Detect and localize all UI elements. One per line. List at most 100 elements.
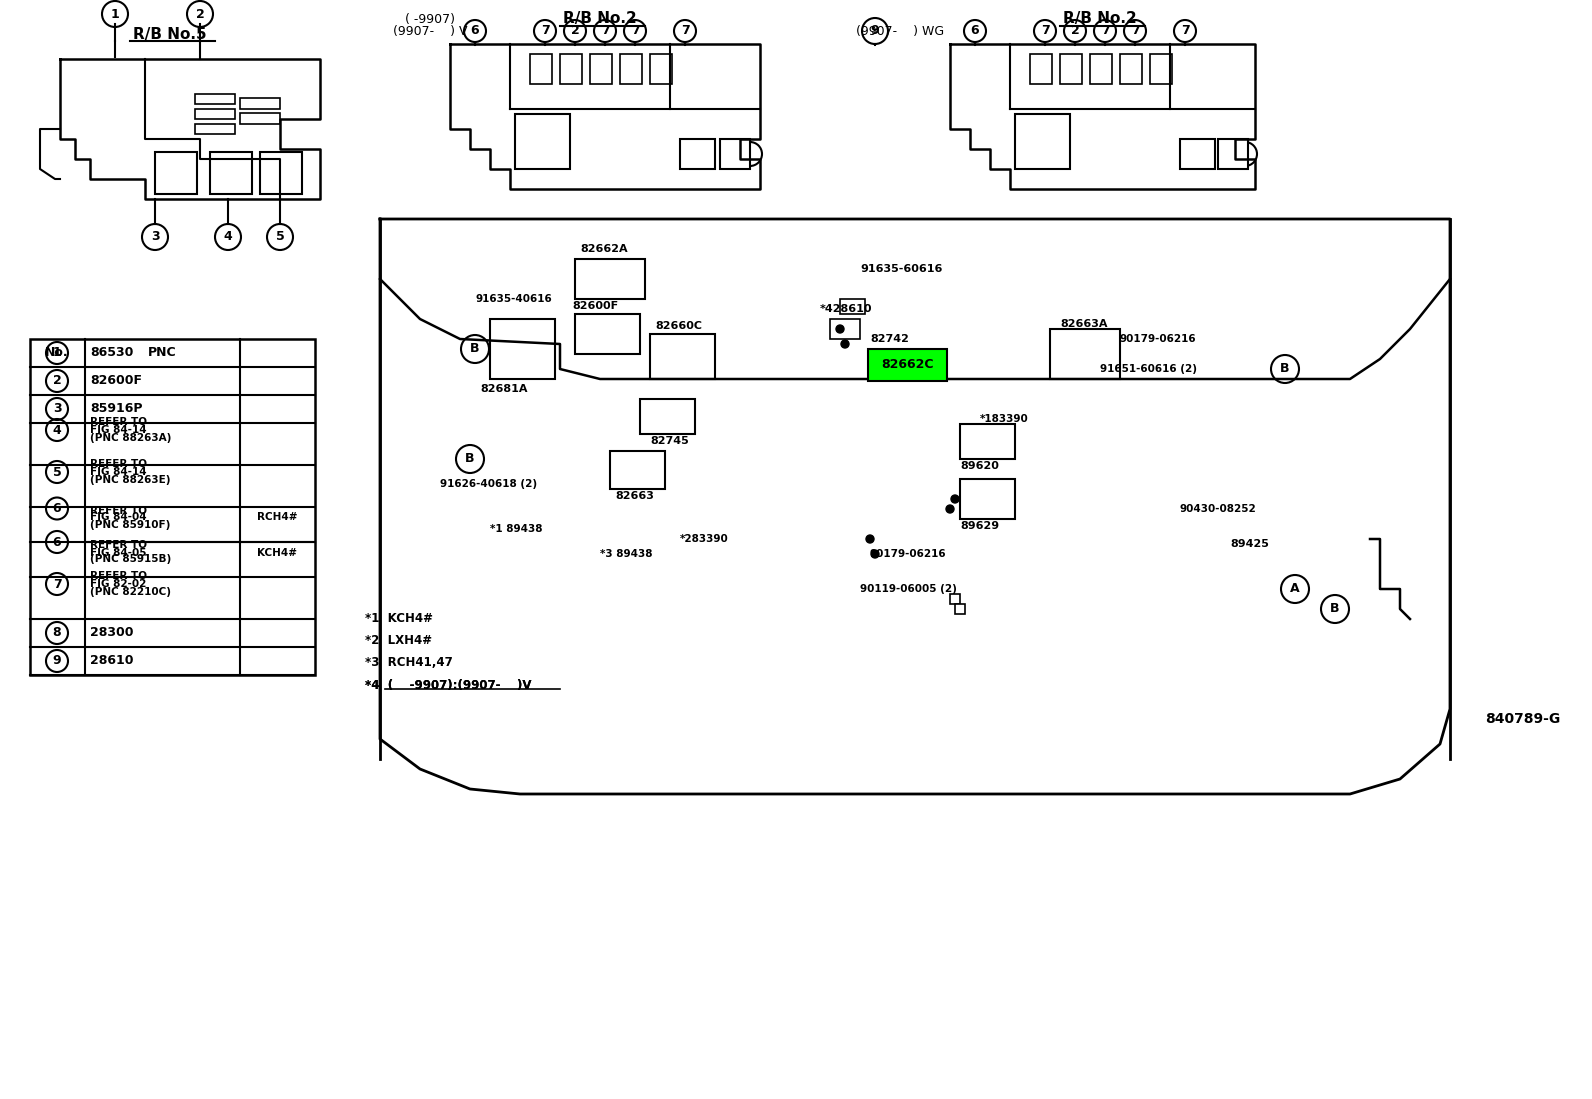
- Text: FIG 84-14: FIG 84-14: [91, 467, 146, 477]
- Text: *2  LXH4#: *2 LXH4#: [365, 634, 431, 647]
- FancyBboxPatch shape: [210, 152, 252, 195]
- Circle shape: [841, 340, 849, 348]
- FancyBboxPatch shape: [514, 114, 570, 169]
- Text: R/B No.2: R/B No.2: [1063, 11, 1137, 26]
- Text: 82660C: 82660C: [654, 321, 702, 331]
- Text: 82745: 82745: [650, 436, 689, 446]
- Text: 2: 2: [570, 24, 579, 37]
- Text: 90179-06216: 90179-06216: [869, 550, 947, 559]
- Text: 89620: 89620: [960, 460, 998, 471]
- FancyBboxPatch shape: [960, 479, 1016, 519]
- FancyBboxPatch shape: [490, 319, 556, 379]
- FancyBboxPatch shape: [619, 54, 642, 84]
- Text: FIG 84-14: FIG 84-14: [91, 425, 146, 435]
- FancyBboxPatch shape: [1060, 54, 1083, 84]
- Text: 7: 7: [1041, 24, 1049, 37]
- Text: 1: 1: [53, 346, 62, 359]
- Text: (PNC 85915B): (PNC 85915B): [91, 555, 172, 565]
- Text: 1: 1: [110, 8, 119, 21]
- Text: 91651-60616 (2): 91651-60616 (2): [1100, 364, 1197, 374]
- Text: 2: 2: [196, 8, 204, 21]
- FancyBboxPatch shape: [960, 424, 1016, 459]
- Text: 6: 6: [471, 24, 479, 37]
- Text: REFER TO: REFER TO: [91, 506, 146, 515]
- Text: 9: 9: [871, 24, 879, 37]
- Text: PNC: PNC: [148, 346, 177, 359]
- Text: No.: No.: [45, 346, 68, 359]
- FancyBboxPatch shape: [591, 54, 611, 84]
- FancyBboxPatch shape: [154, 152, 197, 195]
- Text: 90430-08252: 90430-08252: [1180, 504, 1256, 514]
- Text: 6: 6: [53, 502, 62, 515]
- FancyBboxPatch shape: [194, 95, 236, 104]
- Text: 82742: 82742: [869, 334, 909, 344]
- Text: 7: 7: [681, 24, 689, 37]
- Text: 90179-06216: 90179-06216: [1121, 334, 1197, 344]
- Text: REFER TO: REFER TO: [91, 458, 146, 468]
- Text: 9: 9: [53, 655, 62, 667]
- Text: REFER TO: REFER TO: [91, 570, 146, 580]
- FancyBboxPatch shape: [680, 138, 715, 169]
- Text: 840789-G: 840789-G: [1485, 712, 1560, 726]
- FancyBboxPatch shape: [610, 451, 665, 489]
- Circle shape: [946, 506, 954, 513]
- Text: REFER TO: REFER TO: [91, 417, 146, 426]
- Text: 85916P: 85916P: [91, 402, 143, 415]
- Text: (9907-    ) WG: (9907- ) WG: [856, 25, 944, 38]
- FancyBboxPatch shape: [650, 54, 672, 84]
- Text: *1 89438: *1 89438: [490, 524, 543, 534]
- Text: 7: 7: [541, 24, 549, 37]
- FancyBboxPatch shape: [1091, 54, 1111, 84]
- FancyBboxPatch shape: [720, 138, 750, 169]
- Text: B: B: [1331, 602, 1340, 615]
- FancyBboxPatch shape: [1121, 54, 1141, 84]
- Text: 6: 6: [971, 24, 979, 37]
- Text: 91626-40618 (2): 91626-40618 (2): [439, 479, 537, 489]
- Text: 2: 2: [53, 375, 62, 388]
- Text: *283390: *283390: [680, 534, 729, 544]
- Text: (9907-    ) V: (9907- ) V: [393, 25, 466, 38]
- Text: 82662A: 82662A: [579, 244, 627, 254]
- FancyBboxPatch shape: [240, 98, 280, 109]
- Circle shape: [866, 535, 874, 543]
- Text: B: B: [465, 453, 474, 466]
- FancyBboxPatch shape: [30, 338, 315, 675]
- FancyBboxPatch shape: [560, 54, 583, 84]
- Text: A: A: [1290, 582, 1299, 596]
- Text: 3: 3: [151, 231, 159, 244]
- FancyBboxPatch shape: [1149, 54, 1172, 84]
- Text: 7: 7: [1130, 24, 1140, 37]
- Text: 89629: 89629: [960, 521, 1000, 531]
- FancyBboxPatch shape: [1030, 54, 1052, 84]
- Text: *183390: *183390: [981, 414, 1028, 424]
- Text: 91635-40616: 91635-40616: [474, 295, 552, 304]
- FancyBboxPatch shape: [1016, 114, 1070, 169]
- Text: 28300: 28300: [91, 626, 134, 640]
- Text: *3  RCH41,47: *3 RCH41,47: [365, 656, 452, 669]
- Text: *428610: *428610: [820, 304, 872, 314]
- Text: 82663: 82663: [615, 491, 654, 501]
- Circle shape: [871, 550, 879, 558]
- Text: B: B: [1280, 363, 1290, 376]
- FancyBboxPatch shape: [950, 593, 960, 604]
- Text: R/B No.5: R/B No.5: [134, 26, 207, 42]
- Text: 7: 7: [600, 24, 610, 37]
- Text: FIG 84-04: FIG 84-04: [91, 512, 146, 522]
- Text: 86530: 86530: [91, 346, 134, 359]
- Text: 7: 7: [53, 577, 62, 590]
- Text: 82663A: 82663A: [1060, 319, 1108, 329]
- FancyBboxPatch shape: [530, 54, 552, 84]
- Text: 3: 3: [53, 402, 62, 415]
- FancyBboxPatch shape: [575, 259, 645, 299]
- Text: 82600F: 82600F: [572, 301, 618, 311]
- Text: KCH4#: KCH4#: [256, 547, 298, 557]
- Text: 8: 8: [53, 626, 62, 640]
- FancyBboxPatch shape: [575, 314, 640, 354]
- Text: 4: 4: [223, 231, 232, 244]
- Text: *3 89438: *3 89438: [600, 550, 653, 559]
- Text: ( -9907): ( -9907): [404, 12, 455, 25]
- Text: 6: 6: [53, 535, 62, 548]
- Text: 91635-60616: 91635-60616: [860, 264, 942, 274]
- FancyBboxPatch shape: [955, 604, 965, 614]
- Text: B: B: [470, 343, 479, 355]
